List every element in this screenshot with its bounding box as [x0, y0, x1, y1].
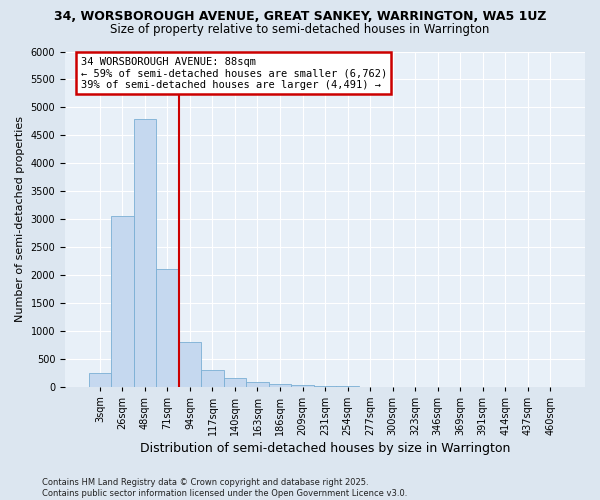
Bar	[134, 118, 156, 386]
Text: Contains HM Land Registry data © Crown copyright and database right 2025.
Contai: Contains HM Land Registry data © Crown c…	[42, 478, 407, 498]
Bar	[156, 270, 179, 386]
Y-axis label: Number of semi-detached properties: Number of semi-detached properties	[15, 116, 25, 322]
Bar	[179, 342, 201, 386]
Bar	[246, 382, 269, 386]
Bar	[201, 370, 224, 386]
Text: Size of property relative to semi-detached houses in Warrington: Size of property relative to semi-detach…	[110, 22, 490, 36]
Bar	[224, 378, 246, 386]
Text: 34, WORSBOROUGH AVENUE, GREAT SANKEY, WARRINGTON, WA5 1UZ: 34, WORSBOROUGH AVENUE, GREAT SANKEY, WA…	[54, 10, 546, 23]
X-axis label: Distribution of semi-detached houses by size in Warrington: Distribution of semi-detached houses by …	[140, 442, 510, 455]
Bar	[89, 372, 111, 386]
Bar	[111, 216, 134, 386]
Bar	[269, 384, 291, 386]
Text: 34 WORSBOROUGH AVENUE: 88sqm
← 59% of semi-detached houses are smaller (6,762)
3: 34 WORSBOROUGH AVENUE: 88sqm ← 59% of se…	[80, 56, 387, 90]
